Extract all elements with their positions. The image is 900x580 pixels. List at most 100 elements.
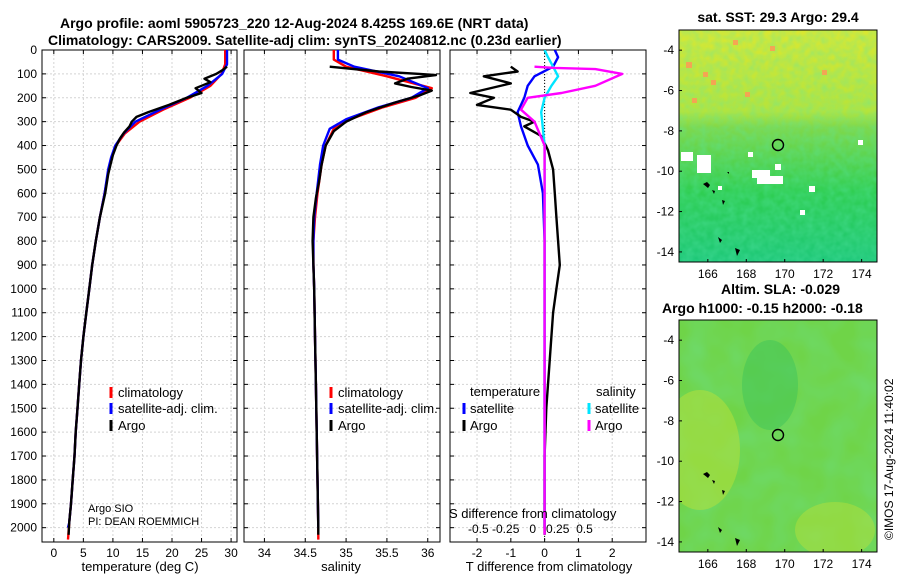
salinity-xtick-label: 35.5 <box>375 546 399 560</box>
depth-tick-label: 400 <box>17 139 37 153</box>
sst_map-xtick-label: 174 <box>852 267 872 281</box>
temperature-xlabel: temperature (deg C) <box>81 559 198 574</box>
sst-map <box>679 30 877 262</box>
timestamp: ©IMOS 17-Aug-2024 11:40:02 <box>882 378 896 540</box>
legend-salinity-title: salinity <box>596 384 636 399</box>
temperature-line-argo <box>67 65 228 535</box>
sla-low-patch <box>742 340 798 430</box>
temperature-frame <box>41 49 238 543</box>
sla-high-patch <box>679 390 740 510</box>
sst_map-ytick-label: -14 <box>657 245 675 259</box>
legend-temp-argo: Argo <box>470 418 497 433</box>
temperature-xtick-label: 5 <box>80 546 87 560</box>
salinity-line-argo <box>311 65 438 535</box>
salinity-series-group <box>311 50 438 540</box>
difference-s-xlabel: S difference from climatology <box>449 506 617 521</box>
difference-frame <box>449 49 647 543</box>
difference-panel: -2 -1 0 1 2 <box>449 49 647 560</box>
sla-high-patch <box>795 502 875 552</box>
sst_map-xtick-label: 170 <box>775 267 795 281</box>
sst_map-xtick-label: 166 <box>698 267 718 281</box>
profile-lines <box>66 50 624 540</box>
depth-tick-label: 0 <box>30 43 37 57</box>
depth-tick-label: 900 <box>17 258 37 272</box>
sst_map-xtick-label: 168 <box>736 267 756 281</box>
sst_map-ytick-label: -10 <box>657 164 675 178</box>
temperature-xtick-label: 20 <box>165 546 179 560</box>
depth-tick-label: 1400 <box>10 377 37 391</box>
depth-tick-label: 1800 <box>10 473 37 487</box>
difference-line-salinity-argo <box>519 65 624 535</box>
depth-tick-label: 1000 <box>10 282 37 296</box>
sla-map <box>679 320 877 552</box>
sst-map-title: sat. SST: 29.3 Argo: 29.4 <box>697 9 859 25</box>
figure-title-line1: Argo profile: aoml 5905723_220 12-Aug-20… <box>60 15 528 31</box>
sst-coastlines <box>703 172 740 256</box>
sla_map-xtick-label: 168 <box>736 557 756 571</box>
depth-tick-label: 1300 <box>10 353 37 367</box>
legend-sal-argo: Argo <box>595 418 622 433</box>
sla_map-ytick-label: -4 <box>663 333 674 347</box>
sla-coastlines <box>703 472 740 546</box>
salinity-legend: climatology satellite-adj. clim. Argo <box>329 385 438 433</box>
difference-s-ticks: -0.5 -0.25 0 0.25 0.5 <box>468 522 593 536</box>
legend-temperature-title: temperature <box>470 384 540 399</box>
sla-map-title: Altim. SLA: -0.029 <box>721 281 840 297</box>
temperature-legend: climatology satellite-adj. clim. Argo <box>109 385 218 433</box>
temperature-xtick-label: 10 <box>106 546 120 560</box>
salinity-xtick-label: 34.5 <box>294 546 318 560</box>
difference-legend: temperature satellite Argo salinity sate… <box>462 384 639 433</box>
difference-xtick-label: -2 <box>472 546 483 560</box>
depth-tick-label: 1100 <box>11 306 37 320</box>
sst_map-xtick-label: 172 <box>813 267 833 281</box>
sla_map-xtick-label: 174 <box>852 557 872 571</box>
temperature-xtick-label: 0 <box>50 546 57 560</box>
figure-title-line2: Climatology: CARS2009. Satellite-adj cli… <box>48 32 562 48</box>
credit-line1: Argo SIO <box>88 503 134 515</box>
salinity-panel: 34 34.5 35 35.5 36 <box>243 49 441 560</box>
legend-argo: Argo <box>118 418 145 433</box>
sla_map-ytick-label: -10 <box>657 454 675 468</box>
salinity-line-satellite-adj-clim- <box>312 50 429 528</box>
sst-map-frame <box>678 29 878 263</box>
salinity-line-climatology <box>312 50 433 540</box>
sla_map-ytick-label: -14 <box>657 535 675 549</box>
sla-map-ticks: 166 168 170 172 174 -4 -6 -8 -10 -12 -14 <box>657 333 872 571</box>
depth-tick-label: 200 <box>17 91 37 105</box>
sst-argo-marker <box>771 138 785 152</box>
sst_map-ytick-label: -4 <box>663 43 674 57</box>
sst_map-ytick-label: -6 <box>663 84 674 98</box>
sla-map-subtitle: Argo h1000: -0.15 h2000: -0.18 <box>662 300 863 316</box>
depth-tick-label: 2000 <box>10 521 37 535</box>
salinity-xtick-label: 36 <box>421 546 435 560</box>
depth-tick-label: 300 <box>17 115 37 129</box>
sla_map-ytick-label: -12 <box>657 495 675 509</box>
sst-cloud-gaps <box>681 140 863 215</box>
legend-temp-satellite: satellite <box>470 401 514 416</box>
temperature-xtick-label: 25 <box>195 546 209 560</box>
temperature-panel: 0 5 10 15 20 25 300100200300400500600700800900… <box>10 43 238 560</box>
sla-map-frame <box>678 319 878 553</box>
salinity-xtick-label: 35 <box>339 546 353 560</box>
difference-series-group <box>469 50 624 535</box>
legend-climatology: climatology <box>338 385 404 400</box>
depth-tick-label: 800 <box>17 234 37 248</box>
sst_map-ytick-label: -8 <box>663 124 674 138</box>
legend-argo: Argo <box>338 418 365 433</box>
depth-tick-label: 1600 <box>10 425 37 439</box>
difference-xtick-label: -1 <box>505 546 516 560</box>
profile-panels: 0 5 10 15 20 25 300100200300400500600700800900… <box>10 43 647 560</box>
depth-tick-label: 1200 <box>10 330 37 344</box>
depth-tick-label: 1500 <box>10 401 37 415</box>
legend-climatology: climatology <box>118 385 184 400</box>
legend-sal-satellite: satellite <box>595 401 639 416</box>
difference-xlabel: T difference from climatology <box>466 559 633 574</box>
temperature-xtick-label: 30 <box>224 546 238 560</box>
sla_map-xtick-label: 166 <box>698 557 718 571</box>
sla_map-xtick-label: 170 <box>775 557 795 571</box>
salinity-xtick-label: 34 <box>258 546 272 560</box>
difference-xtick-label: 1 <box>575 546 582 560</box>
depth-tick-label: 700 <box>17 210 37 224</box>
sst-warm-spots <box>686 40 827 103</box>
